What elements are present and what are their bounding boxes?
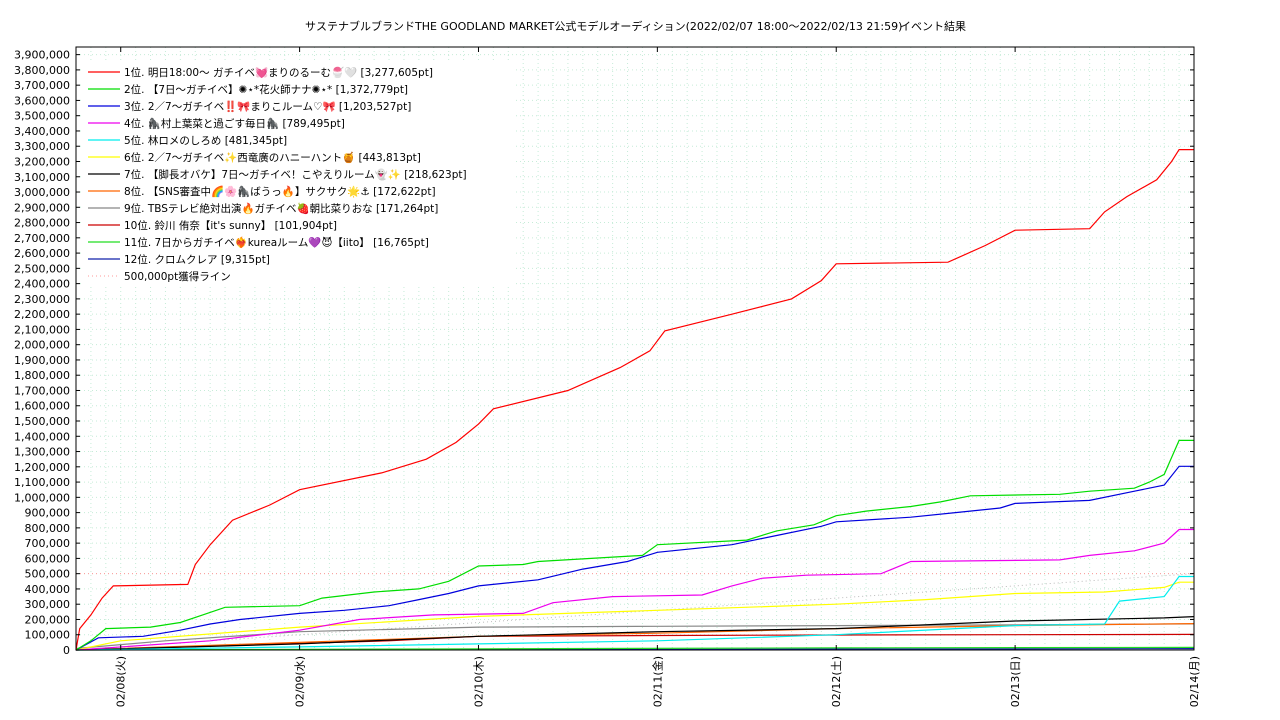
y-tick-label: 2,300,000 bbox=[14, 293, 70, 306]
series-lines bbox=[75, 149, 1195, 651]
y-tick-label: 200,000 bbox=[25, 613, 71, 626]
x-tick-label: 02/09(水) bbox=[294, 656, 307, 707]
legend-label: 2位. 【7日〜ガチイベ】✺⋆*花火師ナナ✺⋆* [1,372,779pt] bbox=[124, 83, 408, 96]
x-axis: 02/08(火) 02/09(水) 02/10(木) 02/11(金) 02/12(土)… bbox=[115, 47, 1201, 707]
series-line bbox=[75, 439, 1194, 651]
y-tick-label: 1,400,000 bbox=[14, 430, 70, 443]
series-line bbox=[75, 575, 1194, 651]
y-tick-label: 2,200,000 bbox=[14, 308, 70, 321]
series-line bbox=[75, 149, 1194, 651]
y-tick-label: 1,300,000 bbox=[14, 446, 70, 459]
y-tick-label: 2,100,000 bbox=[14, 323, 70, 336]
y-tick-label: 3,800,000 bbox=[14, 64, 70, 77]
x-tick-label: 02/08(火) bbox=[115, 656, 128, 707]
x-tick-label: 02/13(日) bbox=[1009, 656, 1022, 707]
y-tick-label: 3,600,000 bbox=[14, 94, 70, 107]
y-tick-label: 1,200,000 bbox=[14, 461, 70, 474]
legend-label: 7位. 【脚長オバケ】7日〜ガチイベ！こやえりルーム👻✨ [218,623pt] bbox=[124, 168, 467, 181]
y-tick-label: 3,300,000 bbox=[14, 140, 70, 153]
y-tick-label: 100,000 bbox=[25, 629, 71, 642]
y-tick-label: 300,000 bbox=[25, 598, 71, 611]
legend-label: 6位. 2／7〜ガチイベ✨西竜廣のハニーハント🍯 [443,813pt] bbox=[124, 151, 421, 164]
y-tick-label: 2,700,000 bbox=[14, 232, 70, 245]
y-tick-label: 0 bbox=[63, 644, 70, 657]
series-line bbox=[75, 623, 1195, 651]
y-tick-label: 3,700,000 bbox=[14, 79, 70, 92]
y-tick-label: 1,000,000 bbox=[14, 491, 70, 504]
x-tick-label: 02/12(土) bbox=[830, 656, 843, 707]
y-tick-label: 400,000 bbox=[25, 583, 71, 596]
y-tick-label: 3,100,000 bbox=[14, 171, 70, 184]
y-tick-label: 3,400,000 bbox=[14, 125, 70, 138]
legend-label: 500,000pt獲得ライン bbox=[124, 270, 231, 283]
series-line bbox=[75, 528, 1194, 651]
legend-label: 10位. 鈴川 侑奈【it's sunny】 [101,904pt] bbox=[124, 219, 337, 232]
y-tick-label: 1,800,000 bbox=[14, 369, 70, 382]
y-tick-label: 500,000 bbox=[25, 568, 71, 581]
y-tick-label: 1,100,000 bbox=[14, 476, 70, 489]
series-line bbox=[75, 465, 1194, 651]
legend-background bbox=[84, 60, 514, 287]
legend-label: 4位. 🦍村上葉菜と過ごす毎日🦍 [789,495pt] bbox=[124, 117, 345, 130]
legend-label: 8位. 【SNS審査中🌈🌸🦍ばうっ🔥】サクサク🌟⚓ [172,622pt] bbox=[124, 185, 436, 198]
y-tick-label: 2,800,000 bbox=[14, 217, 70, 230]
y-tick-label: 3,500,000 bbox=[14, 110, 70, 123]
y-tick-label: 3,900,000 bbox=[14, 49, 70, 62]
y-tick-label: 2,900,000 bbox=[14, 201, 70, 214]
series-line bbox=[75, 616, 1195, 651]
y-tick-label: 3,000,000 bbox=[14, 186, 70, 199]
y-tick-label: 1,700,000 bbox=[14, 384, 70, 397]
y-tick-label: 2,600,000 bbox=[14, 247, 70, 260]
x-tick-label: 02/11(金) bbox=[650, 656, 664, 707]
legend-label: 1位. 明日18:00〜 ガチイベ💓まりのるーむ🍧🤍 [3,277,605pt] bbox=[124, 66, 433, 79]
legend-label: 12位. クロムクレア [9,315pt] bbox=[124, 253, 270, 266]
legend-label: 11位. 7日からガチイベ❤️‍🔥kureaルーム💜😈【iito】 [16,76… bbox=[124, 236, 429, 249]
x-tick-label: 02/10(木) bbox=[472, 656, 485, 707]
y-tick-label: 3,200,000 bbox=[14, 155, 70, 168]
y-tick-label: 2,500,000 bbox=[14, 262, 70, 275]
y-tick-label: 2,000,000 bbox=[14, 339, 70, 352]
y-tick-label: 800,000 bbox=[25, 522, 71, 535]
chart-title: サステナブルブランドTHE GOODLAND MARKET公式モデルオーディショ… bbox=[305, 19, 902, 33]
series-line bbox=[75, 623, 1195, 650]
plot-frame bbox=[75, 46, 1195, 651]
chart-subtitle: イベント結果 bbox=[900, 19, 966, 33]
y-tick-label: 600,000 bbox=[25, 552, 71, 565]
y-tick-label: 1,600,000 bbox=[14, 400, 70, 413]
y-tick-label: 2,400,000 bbox=[14, 278, 70, 291]
legend: 1位. 明日18:00〜 ガチイベ💓まりのるーむ🍧🤍 [3,277,605pt]… bbox=[84, 60, 514, 287]
y-tick-label: 700,000 bbox=[25, 537, 71, 550]
pace-line bbox=[75, 573, 1195, 651]
series-line bbox=[75, 581, 1194, 651]
legend-label: 9位. TBSテレビ絶対出演🔥ガチイベ🍓朝比菜りおな [171,264pt] bbox=[124, 202, 438, 215]
y-tick-label: 1,900,000 bbox=[14, 354, 70, 367]
y-axis: 0 100,000 200,000 300,000 400,000 500,000 600,… bbox=[14, 49, 1194, 657]
legend-label: 3位. 2／7〜ガチイベ‼️🎀まりこルーム♡🎀 [1,203,527pt] bbox=[124, 100, 411, 113]
legend-label: 5位. 林ロメのしろめ [481,345pt] bbox=[124, 134, 287, 147]
y-tick-label: 1,500,000 bbox=[14, 415, 70, 428]
y-tick-label: 900,000 bbox=[25, 507, 71, 520]
x-tick-label: 02/14(月) bbox=[1188, 656, 1201, 707]
